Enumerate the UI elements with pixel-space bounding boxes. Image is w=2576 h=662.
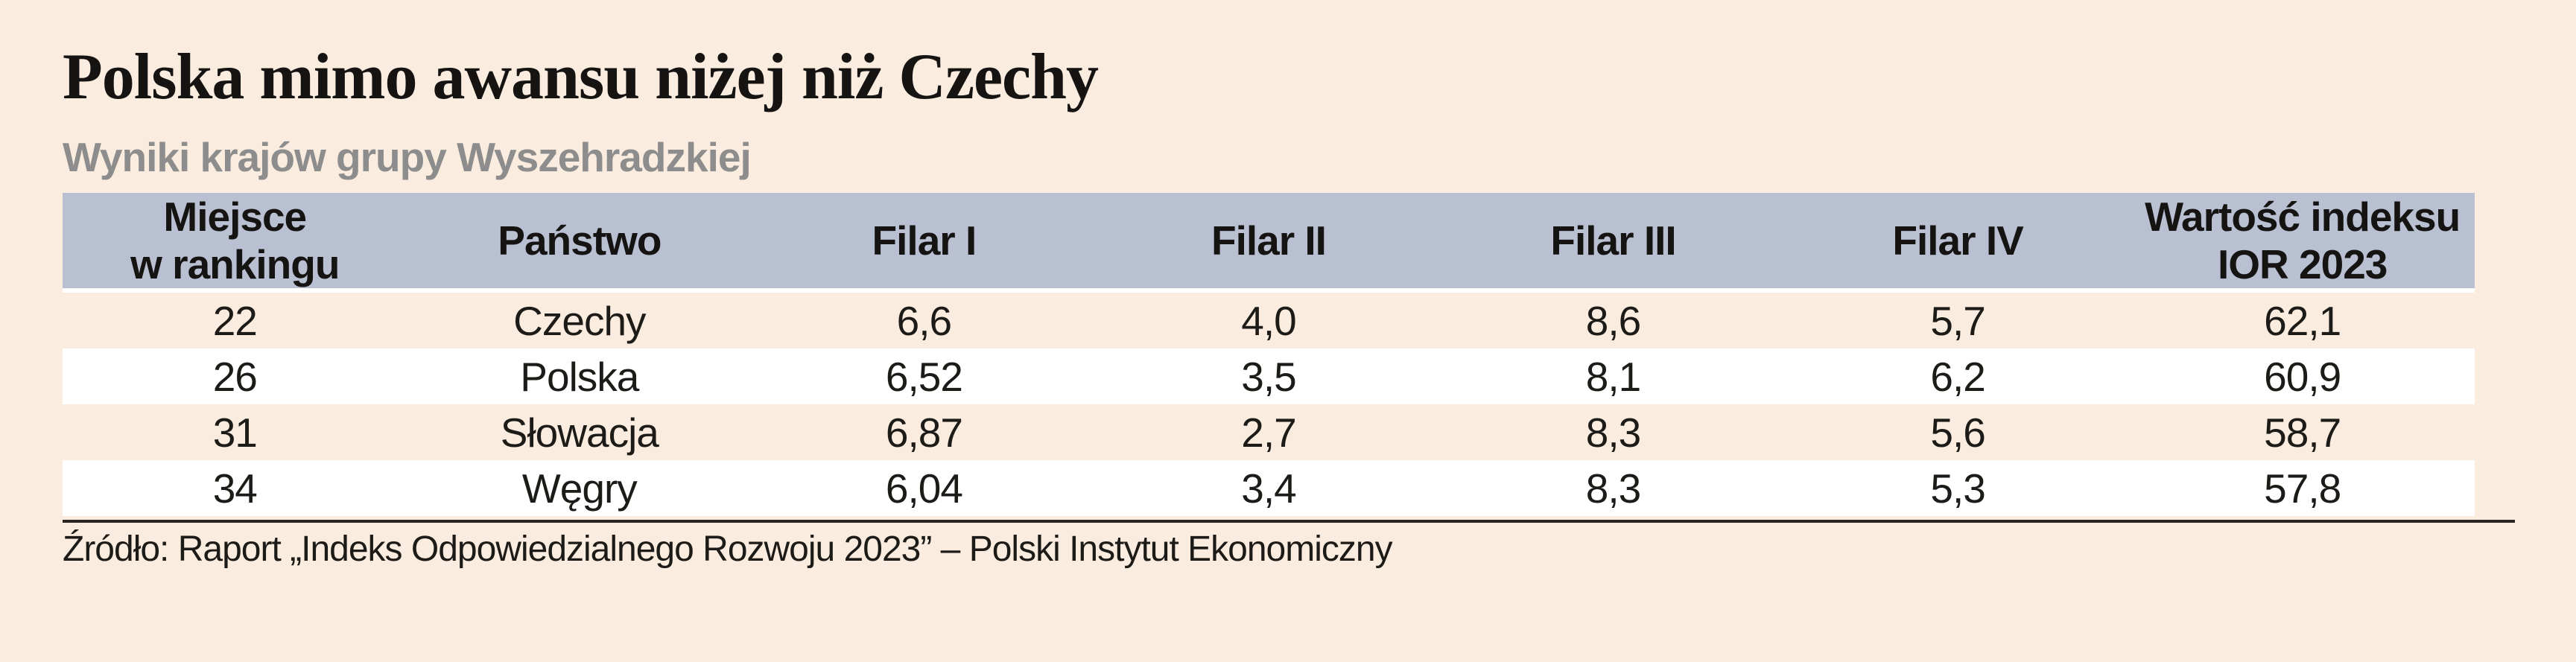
column-header-miejsce: Miejsce w rankingu xyxy=(63,193,407,293)
table-row-slowacja: 31 Słowacja 6,87 2,7 8,3 5,6 58,7 xyxy=(63,404,2475,460)
table-row-wegry: 34 Węgry 6,04 3,4 8,3 5,3 57,8 xyxy=(63,460,2475,516)
cell-filar-4: 5,3 xyxy=(1930,465,1985,512)
header-line: Filar III xyxy=(1550,217,1676,264)
cell-country: Czechy xyxy=(513,297,646,344)
header-line: Miejsce xyxy=(163,194,307,240)
cell-index: 58,7 xyxy=(2264,409,2341,456)
table-header: Miejsce w rankingu Państwo Filar I Filar… xyxy=(63,193,2475,293)
cell-filar-4: 5,6 xyxy=(1930,409,1985,456)
cell-rank: 34 xyxy=(212,465,258,512)
cell-rank: 31 xyxy=(212,409,258,456)
column-header-filar-1: Filar I xyxy=(752,193,1097,293)
table-row-polska: 26 Polska 6,52 3,5 8,1 6,2 60,9 xyxy=(63,348,2475,404)
cell-filar-3: 8,3 xyxy=(1585,409,1641,456)
table-body: 22 Czechy 6,6 4,0 8,6 5,7 62,1 26 Polska… xyxy=(63,293,2475,516)
column-header-filar-3: Filar III xyxy=(1441,193,1786,293)
cell-country: Węgry xyxy=(521,465,638,512)
table-header-row: Miejsce w rankingu Państwo Filar I Filar… xyxy=(63,193,2475,293)
cell-country: Słowacja xyxy=(500,409,659,456)
cell-filar-2: 2,7 xyxy=(1241,409,1296,456)
ranking-table: Miejsce w rankingu Państwo Filar I Filar… xyxy=(63,193,2475,516)
source-note: Źródło: Raport „Indeks Odpowiedzialnego … xyxy=(63,529,1393,569)
cell-filar-1: 6,6 xyxy=(896,297,952,344)
table-row-czechy: 22 Czechy 6,6 4,0 8,6 5,7 62,1 xyxy=(63,293,2475,348)
column-header-filar-4: Filar IV xyxy=(1785,193,2131,293)
bottom-rule xyxy=(63,520,2515,523)
cell-filar-2: 4,0 xyxy=(1241,297,1296,344)
cell-filar-3: 8,6 xyxy=(1585,297,1641,344)
cell-filar-1: 6,87 xyxy=(885,409,963,456)
cell-index: 62,1 xyxy=(2264,297,2341,344)
header-line: Państwo xyxy=(498,217,662,264)
column-header-ior: Wartość indeksu IOR 2023 xyxy=(2130,193,2475,293)
column-header-filar-2: Filar II xyxy=(1096,193,1441,293)
header-line: Wartość indeksu xyxy=(2145,194,2461,240)
header-line: Filar IV xyxy=(1892,217,2023,264)
cell-filar-2: 3,4 xyxy=(1241,465,1296,512)
cell-filar-4: 6,2 xyxy=(1930,353,1985,400)
cell-filar-2: 3,5 xyxy=(1241,353,1296,400)
header-line: w rankingu xyxy=(130,241,340,287)
cell-filar-3: 8,3 xyxy=(1585,465,1641,512)
cell-filar-1: 6,04 xyxy=(885,465,963,512)
cell-filar-3: 8,1 xyxy=(1585,353,1641,400)
cell-index: 60,9 xyxy=(2264,353,2341,400)
cell-country: Polska xyxy=(520,353,639,400)
cell-rank: 22 xyxy=(212,297,258,344)
cell-filar-4: 5,7 xyxy=(1930,297,1985,344)
column-header-panstwo: Państwo xyxy=(407,193,752,293)
header-line: Filar II xyxy=(1211,217,1327,264)
cell-filar-1: 6,52 xyxy=(885,353,963,400)
page-title: Polska mimo awansu niżej niż Czechy xyxy=(63,41,1099,113)
header-line: Filar I xyxy=(872,217,977,264)
header-line: IOR 2023 xyxy=(2217,241,2388,287)
cell-rank: 26 xyxy=(212,353,258,400)
cell-index: 57,8 xyxy=(2264,465,2341,512)
page-subtitle: Wyniki krajów grupy Wyszehradzkiej xyxy=(63,134,752,180)
